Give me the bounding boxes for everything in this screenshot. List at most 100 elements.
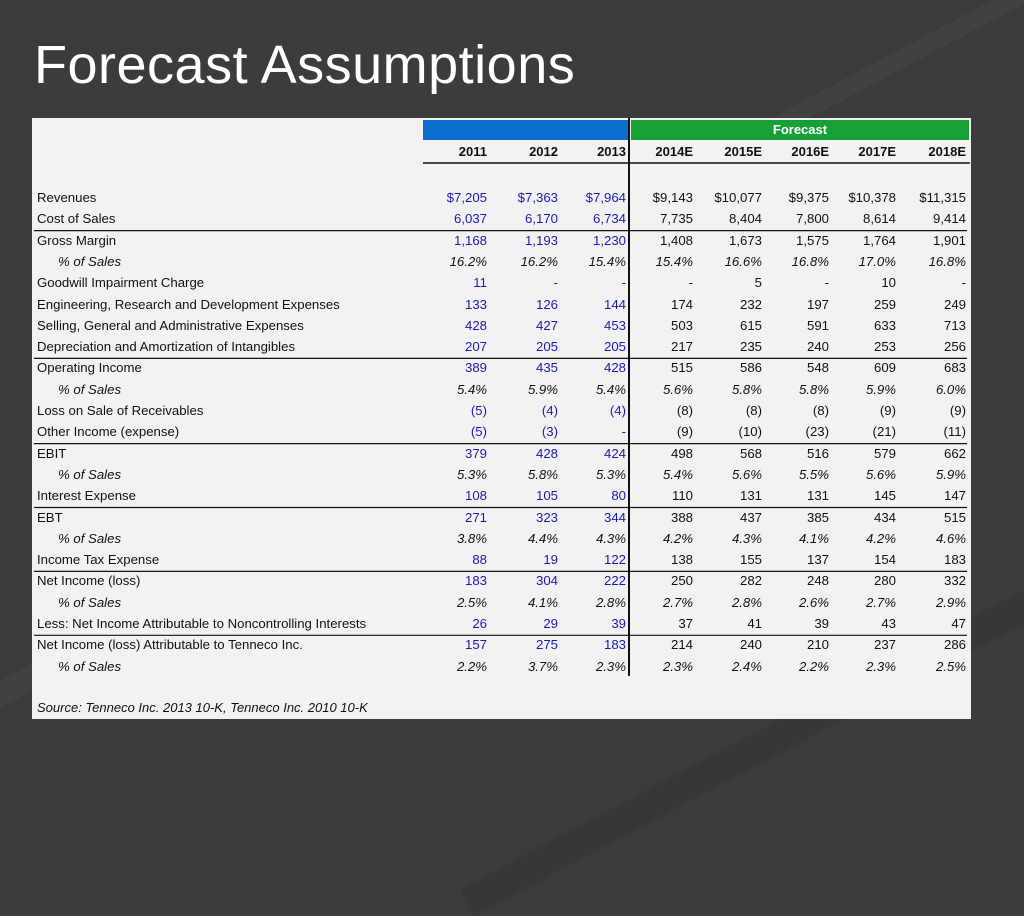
row-label: Net Income (loss) Attributable to Tennec…: [37, 637, 303, 653]
historical-value-cell: 144: [603, 296, 626, 312]
row-label-pct: % of Sales: [58, 594, 122, 610]
historical-value-cell: 5.4%: [595, 381, 626, 397]
historical-value-cell: 15.4%: [588, 253, 626, 269]
forecast-value-cell: 5.9%: [865, 381, 896, 397]
forecast-value-cell: 197: [806, 296, 829, 312]
historical-value-cell: 105: [535, 488, 558, 504]
forecast-value-cell: 137: [806, 552, 829, 568]
row-label-pct: % of Sales: [58, 381, 122, 397]
row-label-pct: % of Sales: [58, 658, 122, 674]
forecast-value-cell: 437: [739, 509, 762, 525]
forecast-value-cell: 5.5%: [798, 466, 829, 482]
row-label: Goodwill Impairment Charge: [37, 275, 205, 291]
historical-value-cell: 5.9%: [527, 381, 558, 397]
forecast-value-cell: 174: [670, 296, 693, 312]
forecast-value-cell: $11,315: [919, 190, 966, 205]
forecast-value-cell: 6.0%: [935, 381, 966, 397]
forecast-value-cell: 4.2%: [865, 530, 896, 546]
forecast-value-cell: 5.8%: [798, 381, 829, 397]
historical-value-cell: 205: [603, 339, 626, 355]
historical-value-cell: 6,037: [453, 211, 487, 227]
row-label-pct: % of Sales: [58, 530, 122, 546]
forecast-value-cell: 591: [806, 317, 829, 333]
historical-header-band: [423, 120, 629, 140]
year-header: 2018E: [928, 144, 966, 159]
historical-value-cell: 323: [535, 509, 558, 525]
forecast-value-cell: 214: [670, 637, 693, 653]
forecast-value-cell: 4.2%: [662, 530, 693, 546]
forecast-value-cell: 2.2%: [798, 658, 829, 674]
historical-value-cell: 4.3%: [595, 530, 626, 546]
forecast-value-cell: 515: [670, 360, 693, 376]
forecast-value-cell: 286: [943, 637, 966, 653]
forecast-value-cell: 155: [739, 552, 762, 568]
forecast-value-cell: 5.4%: [662, 466, 693, 482]
historical-value-cell: 424: [603, 445, 626, 461]
row-label: Revenues: [37, 190, 97, 205]
historical-value-cell: 344: [603, 509, 626, 525]
forecast-value-cell: 110: [671, 488, 693, 504]
slide-title: Forecast Assumptions: [34, 35, 576, 95]
forecast-value-cell: 579: [873, 445, 896, 461]
historical-value-cell: 428: [464, 317, 487, 333]
forecast-value-cell: 586: [739, 360, 762, 376]
forecast-value-cell: 2.3%: [662, 658, 693, 674]
historical-value-cell: -: [553, 275, 558, 291]
row-label: Cost of Sales: [37, 211, 116, 227]
forecast-value-cell: 568: [739, 445, 762, 461]
forecast-value-cell: $9,375: [788, 190, 829, 205]
historical-value-cell: 16.2%: [520, 253, 558, 269]
forecast-value-cell: 240: [739, 637, 762, 653]
historical-value-cell: 122: [603, 552, 626, 568]
historical-value-cell: 6,734: [592, 211, 626, 227]
forecast-header-band: [631, 120, 969, 140]
forecast-value-cell: 503: [670, 317, 693, 333]
forecast-value-cell: -: [688, 275, 693, 291]
historical-value-cell: 80: [611, 488, 626, 504]
historical-value-cell: 108: [464, 488, 487, 504]
historical-value-cell: 16.2%: [449, 253, 487, 269]
forecast-label: Forecast: [772, 122, 828, 137]
table-graphics: [34, 118, 970, 676]
forecast-value-cell: 662: [943, 445, 966, 461]
historical-value-cell: 428: [535, 445, 558, 461]
forecast-value-cell: 249: [943, 296, 966, 312]
forecast-value-cell: (8): [812, 403, 829, 418]
row-label: Gross Margin: [37, 232, 117, 248]
historical-value-cell: 183: [464, 573, 487, 589]
forecast-value-cell: 498: [670, 445, 693, 461]
forecast-value-cell: (21): [872, 424, 896, 440]
forecast-value-cell: 2.6%: [798, 594, 829, 610]
forecast-value-cell: 41: [747, 616, 762, 631]
forecast-value-cell: (8): [676, 403, 693, 418]
row-label: EBT: [37, 509, 63, 525]
forecast-value-cell: 385: [806, 509, 829, 525]
forecast-value-cell: 256: [943, 339, 966, 355]
historical-value-cell: 2.8%: [595, 594, 626, 610]
forecast-value-cell: 5.6%: [662, 381, 693, 397]
forecast-value-cell: 1,673: [728, 232, 762, 248]
forecast-value-cell: 10: [881, 275, 896, 291]
historical-value-cell: 453: [603, 317, 626, 333]
forecast-value-cell: 633: [873, 317, 896, 333]
historical-value-cell: 1,168: [453, 232, 487, 248]
historical-value-cell: 157: [464, 637, 487, 653]
forecast-value-cell: $9,143: [652, 190, 693, 205]
historical-value-cell: 2.3%: [595, 658, 626, 674]
row-label-pct: % of Sales: [58, 253, 122, 269]
source-note: Source: Tenneco Inc. 2013 10-K, Tenneco …: [37, 700, 368, 715]
historical-value-cell: 11: [473, 275, 487, 291]
forecast-value-cell: 1,764: [862, 232, 896, 248]
historical-value-cell: 19: [543, 552, 558, 568]
historical-value-cell: (4): [541, 403, 558, 418]
historical-value-cell: 4.4%: [527, 530, 558, 546]
forecast-value-cell: 138: [670, 552, 693, 568]
historical-value-cell: 126: [535, 296, 558, 312]
forecast-value-cell: 5.6%: [865, 466, 896, 482]
forecast-value-cell: 39: [814, 616, 829, 631]
forecast-value-cell: 1,408: [659, 232, 693, 248]
historical-value-cell: -: [621, 275, 626, 291]
row-label-pct: % of Sales: [58, 466, 122, 482]
forecast-value-cell: 5.6%: [731, 466, 762, 482]
historical-value-cell: 6,170: [524, 211, 558, 227]
